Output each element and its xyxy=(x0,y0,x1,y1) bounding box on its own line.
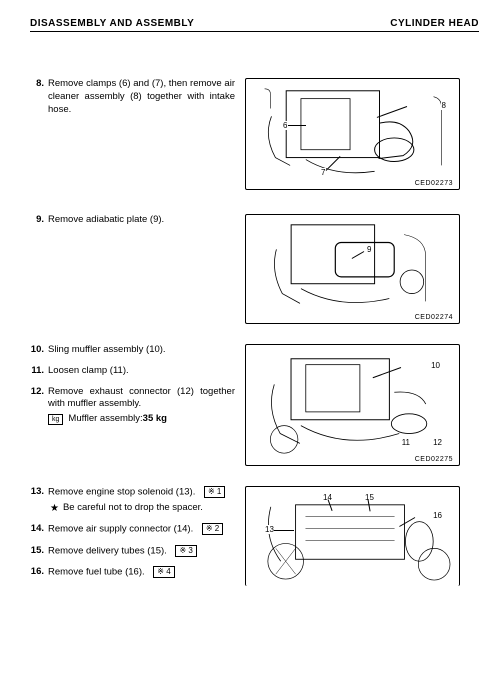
figure-code: CED02274 xyxy=(413,314,455,321)
step-12: 12. Remove exhaust connector (12) togeth… xyxy=(30,386,235,426)
step-num: 10. xyxy=(30,344,48,357)
step-num: 9. xyxy=(30,214,48,227)
step-16: 16. Remove fuel tube (16). ※ 4 xyxy=(30,566,235,580)
header-rule xyxy=(30,31,479,32)
header-left: DISASSEMBLY AND ASSEMBLY xyxy=(30,18,194,29)
callout-8: 8 xyxy=(441,101,447,110)
ref-2: ※ 2 xyxy=(202,523,223,535)
step-num: 14. xyxy=(30,523,48,537)
ref-3: ※ 3 xyxy=(175,545,196,557)
step-text: Remove engine stop solenoid (13). ※ 1 ★ … xyxy=(48,486,235,515)
callout-9: 9 xyxy=(366,245,372,254)
weight-label: Muffler assembly: xyxy=(68,413,142,426)
step-8: 8. Remove clamps (6) and (7), then remov… xyxy=(30,78,235,116)
figure-code: CED02275 xyxy=(413,456,455,463)
ref-1: ※ 1 xyxy=(204,486,225,498)
callout-16: 16 xyxy=(432,511,443,520)
engine-diagram-icon xyxy=(246,345,459,465)
step-10: 10. Sling muffler assembly (10). xyxy=(30,344,235,357)
star-icon: ★ xyxy=(50,502,59,516)
step-13: 13. Remove engine stop solenoid (13). ※ … xyxy=(30,486,235,515)
ref-4: ※ 4 xyxy=(153,566,174,578)
figure-4: 14 15 13 16 xyxy=(245,486,460,586)
step-num: 12. xyxy=(30,386,48,426)
step-text: Remove exhaust connector (12) together w… xyxy=(48,386,235,426)
header-right: CYLINDER HEAD xyxy=(390,18,479,29)
weight-line: kg Muffler assembly: 35 kg xyxy=(48,413,235,426)
step-num: 8. xyxy=(30,78,48,116)
engine-diagram-icon xyxy=(246,215,459,323)
weight-value: 35 kg xyxy=(143,413,167,426)
step-num: 15. xyxy=(30,545,48,559)
step-text: Remove fuel tube (16). ※ 4 xyxy=(48,566,235,580)
figure-2: 9 CED02274 xyxy=(245,214,460,324)
step-num: 16. xyxy=(30,566,48,580)
callout-10: 10 xyxy=(430,361,441,370)
callout-15: 15 xyxy=(364,493,375,502)
engine-diagram-icon xyxy=(246,487,459,586)
step-text: Remove air supply connector (14). ※ 2 xyxy=(48,523,235,537)
engine-diagram-icon xyxy=(246,79,459,189)
step-text: Remove adiabatic plate (9). xyxy=(48,214,235,227)
step-text-span: Remove air supply connector (14). xyxy=(48,524,193,535)
step-text: Loosen clamp (11). xyxy=(48,365,235,378)
step-text-span: Remove delivery tubes (15). xyxy=(48,545,167,556)
step-15: 15. Remove delivery tubes (15). ※ 3 xyxy=(30,545,235,559)
step-num: 13. xyxy=(30,486,48,515)
step-text: Remove delivery tubes (15). ※ 3 xyxy=(48,545,235,559)
figure-code: CED02273 xyxy=(413,180,455,187)
step-text: Sling muffler assembly (10). xyxy=(48,344,235,357)
callout-12: 12 xyxy=(432,438,443,447)
step-num: 11. xyxy=(30,365,48,378)
figure-3: 10 11 12 CED02275 xyxy=(245,344,460,466)
page-header: DISASSEMBLY AND ASSEMBLY CYLINDER HEAD xyxy=(30,18,479,29)
kg-icon: kg xyxy=(48,414,63,425)
step-11: 11. Loosen clamp (11). xyxy=(30,365,235,378)
step-14: 14. Remove air supply connector (14). ※ … xyxy=(30,523,235,537)
note-line: ★ Be careful not to drop the spacer. xyxy=(48,502,235,516)
note-text: Be careful not to drop the spacer. xyxy=(63,502,203,515)
callout-11: 11 xyxy=(401,438,411,447)
step-text: Remove clamps (6) and (7), then remove a… xyxy=(48,78,235,116)
figure-1: 6 7 8 CED02273 xyxy=(245,78,460,190)
step-text-span: Remove exhaust connector (12) together w… xyxy=(48,386,235,410)
step-text-span: Remove fuel tube (16). xyxy=(48,567,145,578)
step-9: 9. Remove adiabatic plate (9). xyxy=(30,214,235,227)
step-text-span: Remove engine stop solenoid (13). xyxy=(48,487,195,498)
